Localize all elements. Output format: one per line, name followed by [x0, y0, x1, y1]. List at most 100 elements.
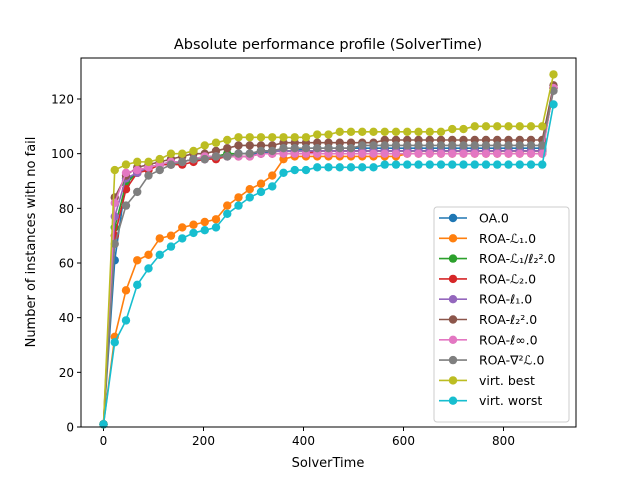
data-point	[380, 141, 389, 150]
data-point	[515, 149, 524, 158]
legend-label: virt. best	[479, 373, 535, 388]
data-point	[133, 256, 142, 265]
data-point	[549, 100, 558, 109]
data-point	[121, 160, 131, 169]
data-point	[144, 264, 153, 273]
data-point	[279, 144, 288, 153]
data-point	[211, 215, 221, 224]
data-point	[189, 154, 198, 164]
data-point	[256, 146, 266, 156]
data-point	[110, 338, 119, 347]
data-point	[459, 141, 468, 150]
data-point	[358, 127, 367, 136]
legend-marker	[448, 335, 458, 344]
data-point	[369, 127, 378, 136]
legend-marker	[448, 213, 458, 223]
x-tick-label: 0	[100, 434, 108, 448]
data-point	[369, 141, 378, 150]
data-point	[155, 234, 164, 243]
x-tick-label: 800	[492, 434, 515, 448]
data-point	[459, 149, 468, 158]
legend-entry: virt. best	[439, 373, 535, 388]
data-point	[166, 149, 176, 158]
data-point	[144, 157, 153, 167]
data-point	[459, 160, 468, 169]
data-point	[178, 157, 187, 167]
y-tick-label: 100	[51, 147, 74, 161]
legend-label: ROA-ℓ₁.0	[479, 292, 532, 307]
data-point	[189, 228, 198, 238]
data-point	[223, 201, 232, 210]
data-point	[504, 160, 513, 169]
data-point	[110, 239, 119, 249]
data-point	[335, 144, 344, 153]
data-point	[493, 141, 502, 150]
axis-ticks: 0 200 400 600 800 0 20 40 60 80 100 120	[51, 93, 515, 449]
data-point	[121, 316, 131, 325]
data-point	[256, 133, 266, 142]
y-axis-label: Number of instances with no fail	[24, 137, 39, 348]
y-tick-label: 60	[59, 257, 74, 271]
data-point	[515, 122, 524, 131]
data-point	[481, 149, 491, 158]
legend-marker	[448, 254, 458, 263]
data-point	[403, 160, 412, 169]
data-point	[335, 127, 344, 136]
data-point	[211, 138, 221, 147]
legend-marker	[448, 315, 458, 324]
legend-entry: ROA-ℓ₂².0	[439, 312, 537, 327]
data-point	[313, 163, 322, 172]
data-point	[234, 149, 243, 158]
data-point	[133, 157, 142, 167]
legend-label: ROA-∇²ℒ.0	[479, 353, 544, 368]
data-point	[189, 220, 198, 229]
data-point	[324, 144, 333, 153]
data-point	[369, 163, 378, 172]
data-point	[245, 193, 254, 202]
data-point	[200, 226, 209, 235]
data-point	[279, 133, 288, 142]
data-point	[121, 286, 131, 295]
data-point	[200, 217, 209, 227]
legend-box	[433, 206, 570, 423]
data-point	[211, 223, 221, 232]
data-point	[245, 141, 254, 150]
data-point	[223, 135, 232, 145]
legend-marker	[448, 376, 458, 385]
data-point	[133, 187, 142, 197]
legend-label: ROA-ℓ∞.0	[479, 332, 538, 347]
data-point	[414, 141, 423, 150]
data-point	[121, 201, 131, 210]
data-point	[470, 160, 479, 169]
data-point	[166, 242, 176, 251]
data-point	[110, 165, 119, 175]
data-point	[425, 160, 434, 169]
data-point	[425, 149, 434, 158]
data-point	[189, 146, 198, 156]
data-point	[448, 149, 457, 158]
data-point	[166, 160, 176, 169]
data-point	[335, 163, 344, 172]
data-point	[493, 122, 502, 131]
data-point	[110, 198, 119, 208]
data-point	[178, 149, 187, 158]
data-point	[538, 141, 547, 150]
data-point	[470, 149, 479, 158]
data-point	[403, 141, 412, 150]
data-point	[133, 165, 142, 175]
data-point	[313, 144, 322, 153]
legend-entry: virt. worst	[439, 393, 542, 408]
data-point	[234, 193, 243, 202]
legend-entry: ROA-ℒ₁/ℓ₂².0	[439, 251, 555, 266]
y-tick-label: 20	[59, 366, 74, 380]
data-point	[313, 130, 322, 139]
data-point	[200, 154, 209, 164]
data-point	[538, 122, 547, 131]
data-point	[493, 149, 502, 158]
data-point	[515, 160, 524, 169]
data-point	[414, 160, 423, 169]
legend-label: ROA-ℒ₁.0	[479, 231, 536, 246]
data-point	[391, 141, 401, 150]
axes-frame	[80, 57, 577, 428]
